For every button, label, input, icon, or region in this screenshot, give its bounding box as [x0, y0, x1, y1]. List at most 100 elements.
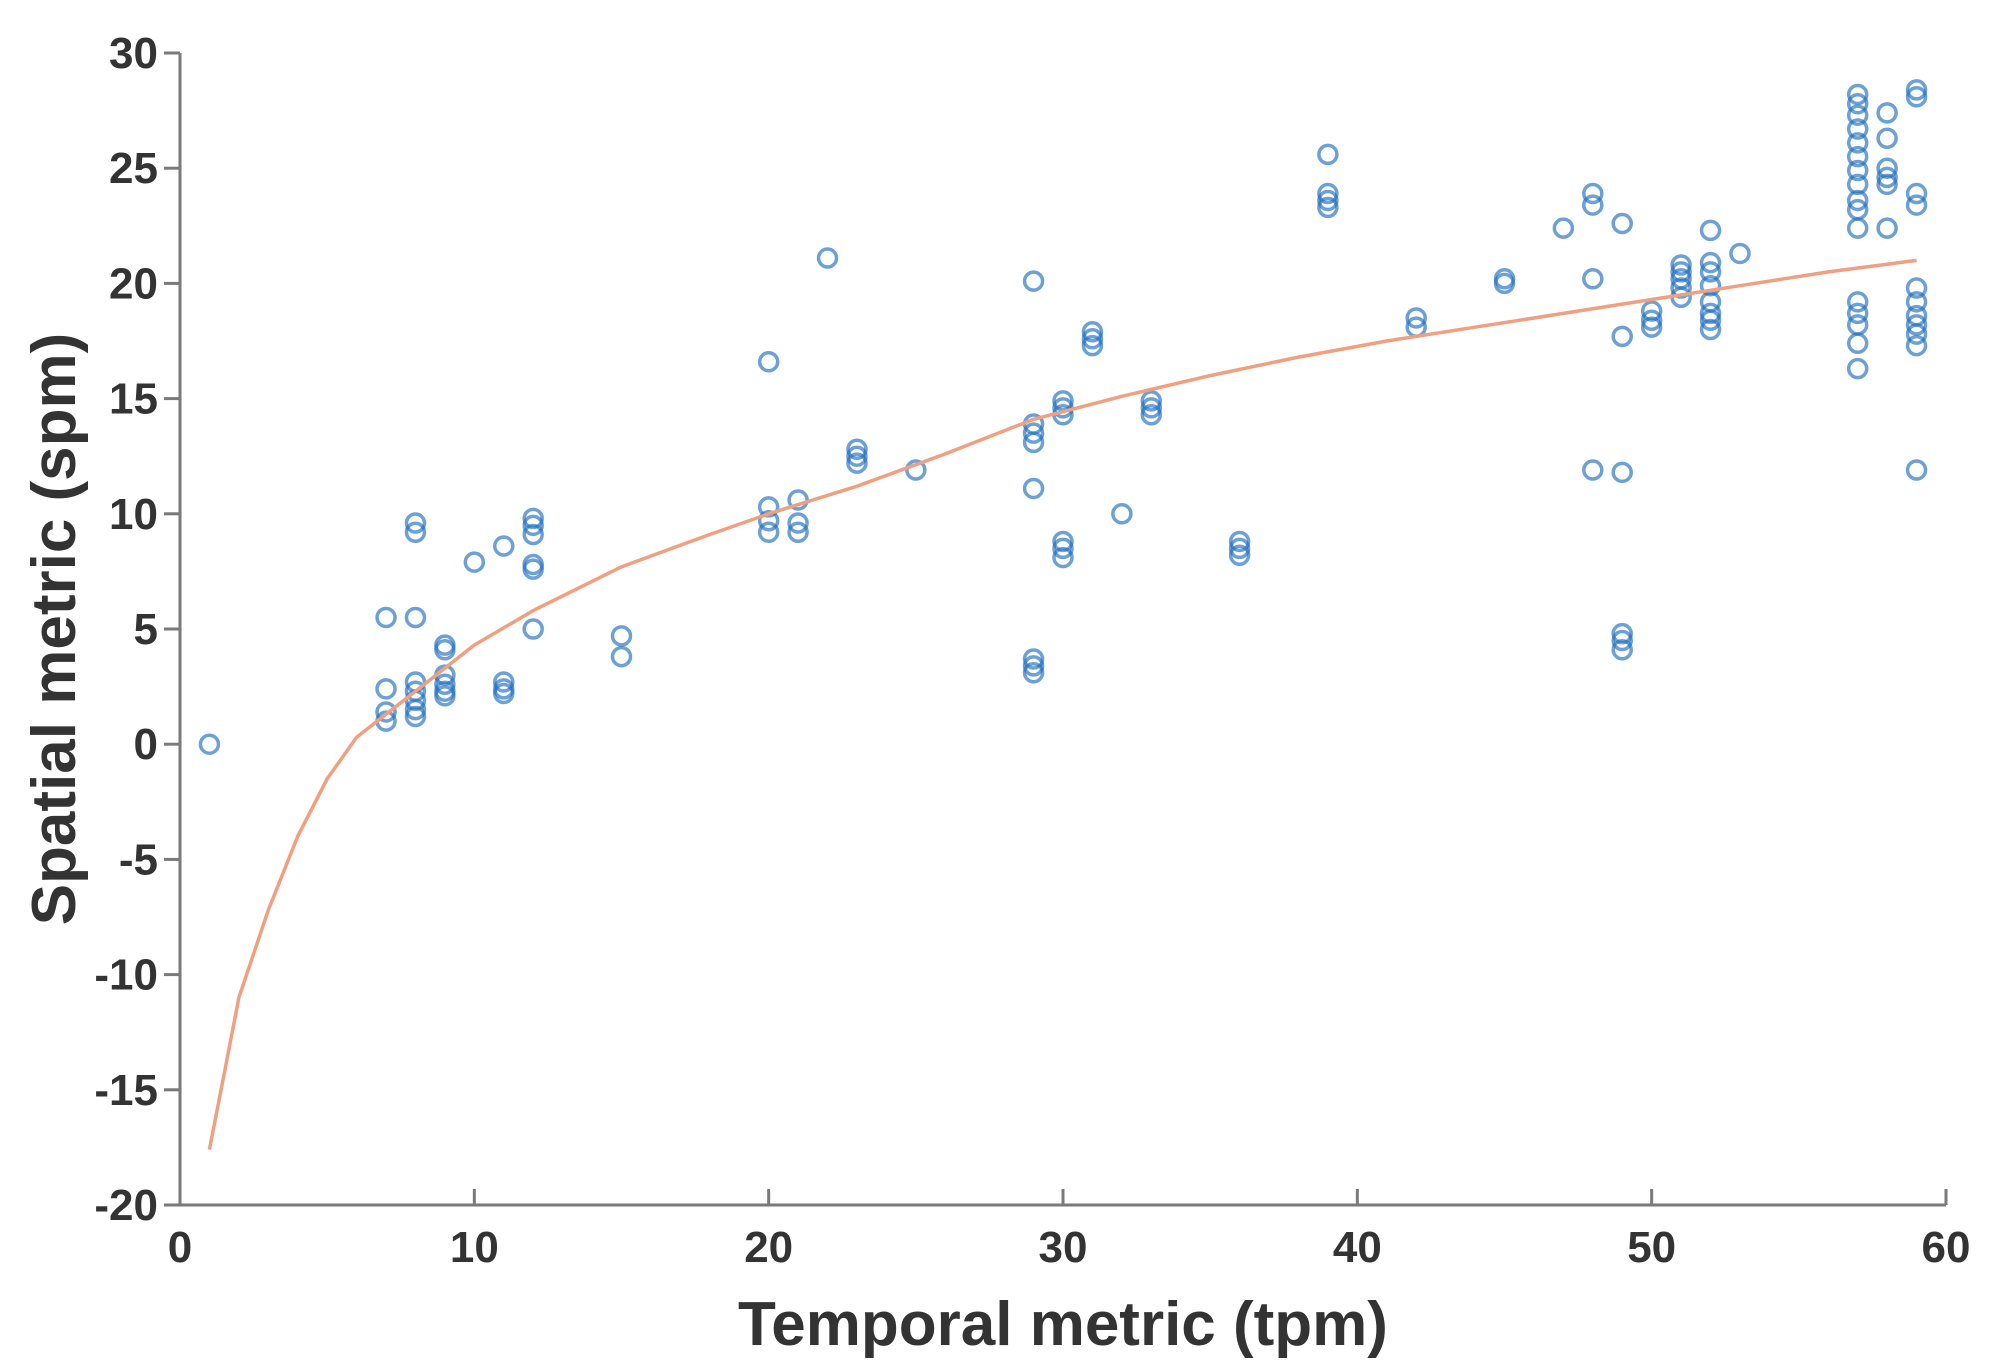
x-tick-label: 0: [168, 1223, 192, 1272]
data-point: [1846, 291, 1869, 313]
data-point: [787, 512, 809, 534]
data-point: [816, 247, 839, 269]
data-point: [1582, 459, 1604, 481]
data-point: [1905, 314, 1928, 336]
data-point: [1876, 166, 1898, 189]
data-point: [1846, 357, 1869, 380]
data-point: [1699, 318, 1722, 341]
data-point: [1081, 327, 1104, 350]
data-point: [493, 682, 515, 705]
data-point: [1699, 302, 1722, 325]
data-point: [1699, 261, 1722, 283]
data-point: [757, 521, 780, 543]
y-tick-label: -15: [94, 1066, 158, 1115]
x-tick-label: 60: [1922, 1223, 1971, 1272]
data-point: [198, 733, 221, 755]
y-tick-label: -20: [94, 1181, 158, 1230]
data-point: [1670, 277, 1692, 299]
data-point: [1846, 92, 1869, 115]
data-point: [1670, 261, 1692, 283]
data-point: [1846, 314, 1869, 336]
data-point: [1699, 251, 1722, 274]
fit-curve: [207, 258, 1917, 1151]
data-point: [463, 551, 486, 573]
data-point: [1611, 638, 1633, 661]
data-point: [1140, 397, 1163, 419]
data-point: [1582, 194, 1604, 216]
axes: [178, 53, 1946, 1207]
data-point: [1081, 334, 1104, 357]
x-tick-label: 30: [1039, 1223, 1088, 1272]
data-point: [1317, 182, 1339, 205]
data-point: [1905, 459, 1928, 481]
data-point: [493, 535, 515, 557]
data-point: [610, 625, 633, 647]
data-point: [1052, 530, 1074, 553]
data-point: [1552, 217, 1575, 239]
data-point: [1611, 461, 1633, 484]
data-point: [404, 606, 427, 629]
data-point: [1052, 546, 1074, 569]
data-point: [1611, 212, 1633, 235]
data-point: [1905, 86, 1928, 108]
data-point: [404, 521, 427, 543]
data-point: [1022, 422, 1045, 444]
data-point: [1052, 537, 1074, 560]
data-point: [1905, 323, 1928, 345]
x-tick-label: 50: [1627, 1223, 1676, 1272]
x-tick-label: 40: [1333, 1223, 1382, 1272]
data-point: [1905, 194, 1928, 216]
data-point: [1670, 254, 1692, 276]
y-tick-label: 5: [134, 605, 158, 654]
data-point: [434, 685, 456, 707]
data-point: [846, 452, 868, 474]
data-point: [1317, 196, 1339, 219]
data-point: [757, 509, 780, 532]
data-point: [1228, 537, 1251, 560]
data-point: [1905, 277, 1928, 299]
y-tick-label: 30: [109, 29, 158, 78]
data-point: [522, 523, 544, 546]
data-point: [757, 350, 780, 373]
data-point: [522, 507, 544, 530]
y-tick-label: 25: [109, 144, 158, 193]
data-point: [1111, 503, 1133, 525]
data-point: [1699, 219, 1722, 242]
data-point: [1317, 189, 1339, 212]
data-point: [1022, 662, 1045, 684]
data-point: [522, 514, 544, 537]
x-axis-title: Temporal metric (tpm): [738, 1290, 1388, 1359]
data-point: [1846, 132, 1869, 154]
data-point: [1140, 390, 1163, 412]
data-point: [1905, 182, 1928, 205]
data-point: [1876, 217, 1898, 239]
data-point: [846, 438, 868, 461]
data-point: [1905, 334, 1928, 357]
data-point: [1846, 173, 1869, 196]
data-point: [1876, 173, 1898, 196]
data-point: [404, 705, 427, 728]
data-point: [1876, 102, 1898, 124]
data-point: [375, 606, 397, 629]
x-tick-label: 10: [450, 1223, 499, 1272]
x-axis-ticks: 0 10 20 30 40 50 60: [168, 1189, 1971, 1272]
data-point: [1876, 127, 1898, 149]
data-point: [434, 673, 456, 696]
data-point: [434, 638, 456, 661]
data-point: [1640, 309, 1663, 332]
data-point: [1022, 655, 1045, 677]
data-points: [198, 79, 1928, 755]
data-point: [905, 459, 927, 481]
data-point: [1582, 182, 1604, 205]
data-point: [1022, 477, 1045, 500]
data-point: [1022, 431, 1045, 454]
data-point: [375, 701, 397, 723]
data-point: [1905, 291, 1928, 313]
data-point: [1081, 321, 1104, 343]
data-point: [1846, 217, 1869, 239]
data-point: [1493, 272, 1516, 295]
data-point: [493, 671, 515, 693]
data-point: [1611, 629, 1633, 652]
y-tick-label: -5: [119, 835, 158, 884]
data-point: [1876, 157, 1898, 179]
